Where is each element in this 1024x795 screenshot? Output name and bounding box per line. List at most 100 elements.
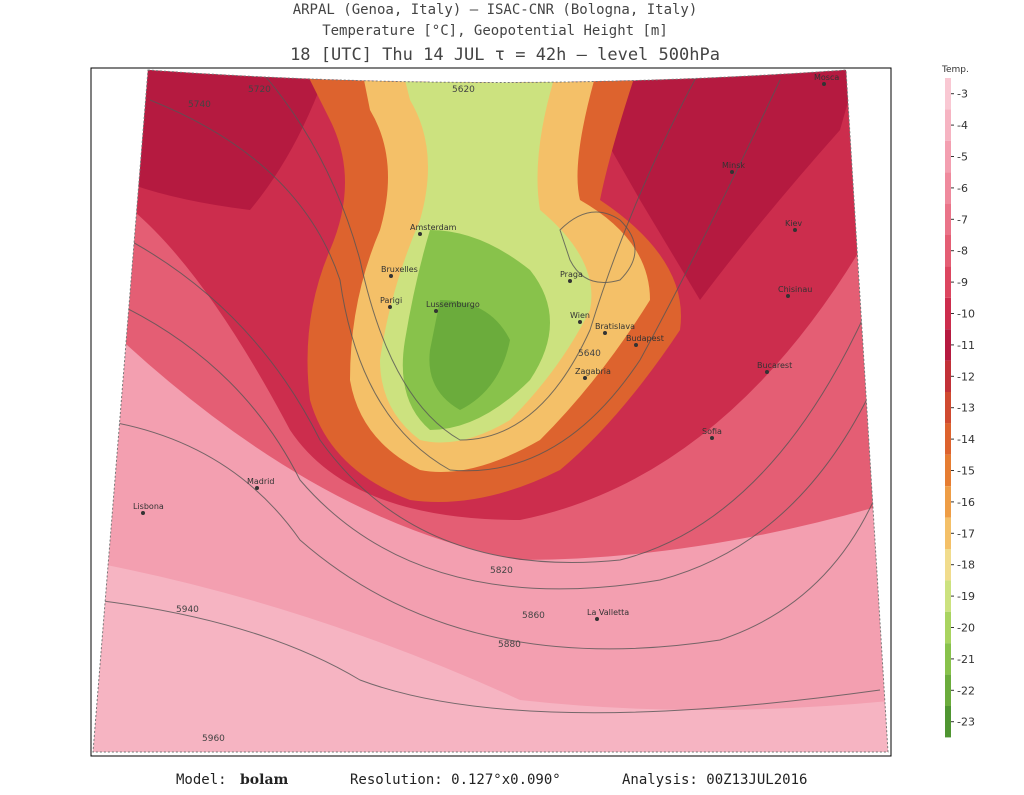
city-dot [822, 82, 826, 86]
colorbar-swatch [945, 643, 951, 675]
footer-analysis: Analysis: 00Z13JUL2016 [622, 772, 807, 788]
city-dot [388, 305, 392, 309]
city-dot [255, 486, 259, 490]
header-line: Temperature [°C], Geopotential Height [m… [322, 23, 668, 39]
colorbar-swatch [945, 549, 951, 581]
colorbar-swatch [945, 78, 951, 110]
footer-model-label: Model: [176, 772, 227, 788]
city-dot [578, 320, 582, 324]
city-label: Lisbona [133, 502, 164, 511]
footer-model: bolam [240, 772, 289, 788]
footer-resolution: Resolution: 0.127°x0.090° [350, 772, 561, 788]
city-dot [710, 436, 714, 440]
city-label: Bucarest [757, 361, 792, 370]
colorbar-swatch [945, 140, 951, 173]
city-dot [603, 331, 607, 335]
city-dot [793, 228, 797, 232]
colorbar-title: Temp. [941, 65, 969, 75]
contour-label: 5820 [490, 566, 513, 576]
city-label: Parigi [380, 296, 402, 305]
colorbar-label: -16 [957, 496, 975, 509]
contour-label: 5940 [176, 605, 199, 615]
city-label: Chisinau [778, 285, 812, 294]
contour-label-layer: 5740 5720 5620 5640 5820 5860 5880 5940 5960 [176, 85, 601, 744]
colorbar-swatch [945, 517, 951, 549]
city-label: Praga [560, 270, 583, 279]
city-dot [583, 376, 587, 380]
colorbar-swatch [945, 486, 951, 518]
colorbar-swatch [945, 203, 951, 235]
colorbar-label: -21 [957, 653, 975, 666]
colorbar-label: -13 [957, 402, 975, 415]
colorbar-label: -20 [957, 622, 975, 635]
city-label: Zagabria [575, 367, 611, 376]
colorbar-label: -14 [957, 433, 975, 446]
colorbar-label: -4 [957, 119, 968, 132]
colorbar-label: -9 [957, 276, 968, 289]
colorbar-swatch [945, 329, 951, 361]
city-dot [595, 617, 599, 621]
city-label: Lussemburgo [426, 300, 480, 309]
colorbar-swatch [945, 423, 951, 455]
colorbar-label: -23 [957, 716, 975, 729]
colorbar-label: -22 [957, 684, 975, 697]
colorbar-swatch [945, 392, 951, 424]
city-label: Minsk [722, 161, 745, 170]
city-dot [141, 511, 145, 515]
contour-label: 5740 [188, 100, 211, 110]
contour-label: 5640 [578, 349, 601, 359]
city-dot [765, 370, 769, 374]
city-dot [434, 309, 438, 313]
colorbar-swatch [945, 580, 951, 612]
city-label: Madrid [247, 477, 274, 486]
city-dot [786, 294, 790, 298]
header-line: 18 [UTC] Thu 14 JUL τ = 42h — level 500h… [290, 45, 720, 65]
city-label: Kiev [785, 219, 802, 228]
colorbar-label: -7 [957, 213, 968, 226]
city-label: Sofia [702, 427, 722, 436]
header-line: ARPAL (Genoa, Italy) — ISAC-CNR (Bologna… [293, 2, 698, 18]
colorbar-swatch [945, 706, 951, 738]
city-label: Budapest [626, 334, 664, 343]
map-fields [93, 70, 888, 752]
contour-label: 5720 [248, 85, 271, 95]
colorbar-swatch [945, 266, 951, 298]
colorbar-label: -17 [957, 527, 975, 540]
city-dot [634, 343, 638, 347]
colorbar: -3 -4 -5 -6 -7 -8 -9 -10 -11 -12 -13 -14 -15 -16 -17 -1… [945, 78, 975, 738]
city-label: Bratislava [595, 322, 635, 331]
colorbar-swatch [945, 454, 951, 487]
city-dot [418, 232, 422, 236]
colorbar-label: -8 [957, 245, 968, 258]
city-label: Amsterdam [410, 223, 457, 232]
contour-label: 5620 [452, 85, 475, 95]
city-dot [730, 170, 734, 174]
colorbar-label: -11 [957, 339, 975, 352]
colorbar-label: -18 [957, 559, 975, 572]
city-label: Mosca [814, 73, 839, 82]
colorbar-label: -10 [957, 308, 975, 321]
colorbar-label: -5 [957, 151, 968, 164]
colorbar-swatch [945, 297, 951, 330]
city-label: Bruxelles [381, 265, 418, 274]
contour-label: 5860 [522, 611, 545, 621]
colorbar-swatch [945, 674, 951, 706]
colorbar-label: -15 [957, 465, 975, 478]
colorbar-label: -6 [957, 182, 968, 195]
city-label: Wien [570, 311, 590, 320]
city-dot [568, 279, 572, 283]
colorbar-swatch [945, 360, 951, 392]
map-frame [90, 67, 892, 757]
colorbar-label: -19 [957, 590, 975, 603]
city-dot [389, 274, 393, 278]
colorbar-swatch [945, 172, 951, 204]
city-label: La Valletta [587, 608, 629, 617]
colorbar-label: -12 [957, 370, 975, 383]
contour-label: 5960 [202, 734, 225, 744]
colorbar-label: -3 [957, 88, 968, 101]
contour-label: 5880 [498, 640, 521, 650]
colorbar-swatch [945, 109, 951, 141]
city-layer: Madrid Lisbona Parigi Bruxelles Amsterdam Lus… [133, 73, 839, 621]
colorbar-swatch [945, 235, 951, 267]
